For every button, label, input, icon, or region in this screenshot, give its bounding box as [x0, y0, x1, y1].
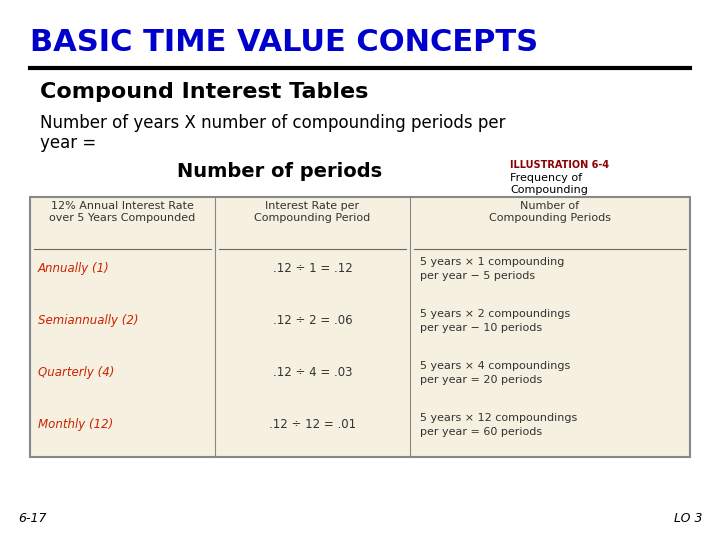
Text: Interest Rate per
Compounding Period: Interest Rate per Compounding Period — [254, 201, 371, 222]
Text: year =: year = — [40, 134, 96, 152]
FancyBboxPatch shape — [30, 197, 690, 457]
Text: Number of years X number of compounding periods per: Number of years X number of compounding … — [40, 114, 505, 132]
Text: 12% Annual Interest Rate
over 5 Years Compounded: 12% Annual Interest Rate over 5 Years Co… — [50, 201, 196, 222]
Text: .12 ÷ 12 = .01: .12 ÷ 12 = .01 — [269, 418, 356, 431]
Text: 5 years × 2 compoundings
per year − 10 periods: 5 years × 2 compoundings per year − 10 p… — [420, 309, 570, 333]
Text: Quarterly (4): Quarterly (4) — [38, 366, 114, 379]
Text: LO 3: LO 3 — [673, 512, 702, 525]
Text: Frequency of: Frequency of — [510, 173, 582, 183]
Text: Number of
Compounding Periods: Number of Compounding Periods — [489, 201, 611, 222]
Text: 5 years × 4 compoundings
per year = 20 periods: 5 years × 4 compoundings per year = 20 p… — [420, 361, 570, 385]
Text: .12 ÷ 1 = .12: .12 ÷ 1 = .12 — [273, 262, 352, 275]
Text: BASIC TIME VALUE CONCEPTS: BASIC TIME VALUE CONCEPTS — [30, 28, 538, 57]
Text: .12 ÷ 4 = .03: .12 ÷ 4 = .03 — [273, 366, 352, 379]
Text: Annually (1): Annually (1) — [38, 262, 109, 275]
Text: Semiannually (2): Semiannually (2) — [38, 314, 138, 327]
Text: 5 years × 1 compounding
per year − 5 periods: 5 years × 1 compounding per year − 5 per… — [420, 256, 564, 281]
Text: 6-17: 6-17 — [18, 512, 47, 525]
Text: .12 ÷ 2 = .06: .12 ÷ 2 = .06 — [273, 314, 352, 327]
Text: Number of periods: Number of periods — [177, 162, 382, 181]
Text: Monthly (12): Monthly (12) — [38, 418, 113, 431]
Text: 5 years × 12 compoundings
per year = 60 periods: 5 years × 12 compoundings per year = 60 … — [420, 413, 577, 437]
Text: ILLUSTRATION 6-4: ILLUSTRATION 6-4 — [510, 160, 609, 170]
Text: Compounding: Compounding — [510, 185, 588, 195]
Text: Compound Interest Tables: Compound Interest Tables — [40, 82, 369, 102]
